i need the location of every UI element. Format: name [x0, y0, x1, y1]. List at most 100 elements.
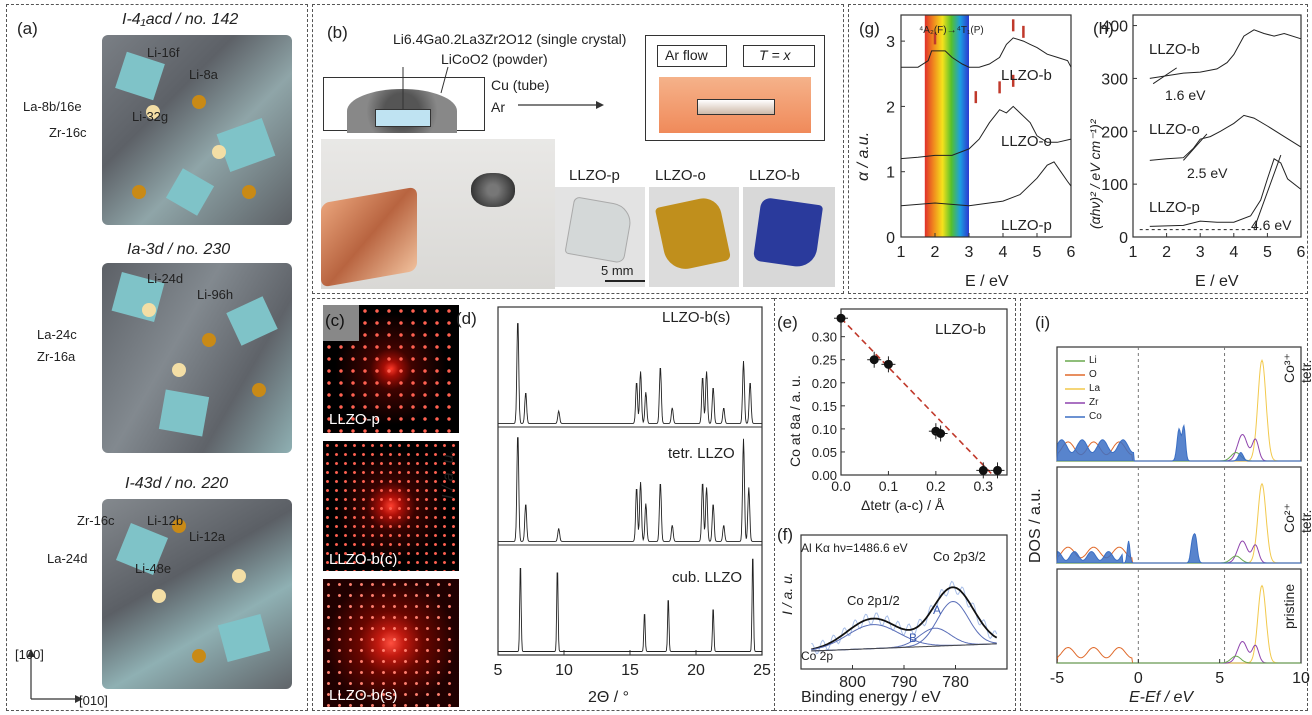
peak-label: Co 2p1/2: [847, 593, 900, 608]
xps-chart: 800 790 780: [800, 534, 1008, 691]
photo-llzo-p: [555, 187, 645, 287]
structure-2-image: [102, 263, 292, 453]
photo-llzo-b: [743, 187, 835, 287]
fit-envelope: [811, 586, 998, 651]
photo-cu-tube: [321, 139, 555, 289]
panel-a-label: (a): [17, 19, 38, 38]
xrd-chart: 5 10 15 20 25: [494, 306, 771, 679]
sample-label: LLZO-o: [655, 167, 706, 184]
fit-line: [840, 317, 994, 476]
panel-g-label: (g): [859, 19, 880, 38]
absorption-line: [900, 105, 1072, 160]
site-label: Zr-16a: [37, 349, 76, 364]
sample-label: LLZO-b: [749, 167, 800, 184]
x-tick-label: 4: [999, 244, 1008, 261]
y-tick-label: 0.05: [812, 445, 837, 460]
dos-chart: -5 0 5 10: [1050, 346, 1310, 687]
saed-llzo-bc: [323, 441, 459, 571]
panel-i-label: (i): [1035, 313, 1051, 332]
panel-c: (c) LLZO-p LLZO-b(c) LLZO-b(s): [312, 298, 462, 711]
y-tick-label: 300: [1101, 71, 1128, 88]
tangent-line: [1253, 154, 1282, 230]
xrd-series-line: [498, 323, 762, 424]
series-label: LLZO-b: [1001, 67, 1052, 84]
photo-llzo-o: [649, 187, 739, 287]
site-label: La-24c: [37, 327, 77, 342]
dos-co: [1056, 424, 1301, 462]
tauc-chart: 1 2 3 4 5 6 0 100 200 300 400: [1101, 14, 1306, 261]
y-tick-label: 0.30: [812, 330, 837, 345]
y-tick-label: 400: [1101, 19, 1128, 36]
y-tick-label: 100: [1101, 177, 1128, 194]
dos-zr: [1057, 640, 1301, 664]
tangent-line: [1183, 133, 1208, 161]
site-label: Li-8a: [189, 67, 218, 82]
saed-label: LLZO-b(s): [329, 687, 398, 704]
sample-label: LLZO-p: [569, 167, 620, 184]
furnace-sample: [697, 99, 775, 115]
dos-li: [1057, 655, 1301, 664]
site-label: Li-48e: [135, 561, 172, 576]
x-tick-label: 10: [1292, 670, 1310, 687]
crystal-block: [375, 109, 431, 127]
gap-label: 1.6 eV: [1165, 87, 1206, 103]
data-point: [869, 355, 879, 365]
site-label: La-24d: [47, 551, 88, 566]
x-tick-label: 0.1: [879, 478, 899, 494]
x-axis-label: Binding energy / eV: [801, 689, 941, 706]
scale-bar-label: 5 mm: [601, 263, 634, 278]
y-axis-label: (αhν)² / eV cm⁻¹)²: [1087, 119, 1103, 229]
panel-i: -5 0 5 10 (i) Li O La Zr Co Co³⁺ tetr. Co²⁺…: [1020, 298, 1312, 711]
y-tick-label: 3: [886, 34, 895, 51]
data-point: [978, 465, 988, 475]
site-label: Li-24d: [147, 271, 184, 286]
y-axis-label: DOS / a.u.: [1027, 488, 1044, 563]
x-tick-label: 0: [1134, 670, 1143, 687]
plot-frame: [1056, 568, 1302, 664]
site-label: La-8b/16e: [23, 99, 82, 114]
x-tick-label: 25: [753, 662, 771, 679]
x-axis-label: Δtetr (a-c) / Å: [861, 497, 945, 513]
site-label: Zr-16c: [77, 513, 115, 528]
y-tick-label: 0.20: [812, 376, 837, 391]
gas-label: Ar: [491, 99, 505, 115]
plot-frame: [1056, 466, 1302, 564]
x-tick-label: 780: [942, 674, 969, 691]
panel-b-label: (b): [327, 23, 348, 42]
panel-a: (a) I-4₁acd / no. 142 Li-16f Li-8a La-8b…: [6, 4, 308, 711]
legend-entry: O: [1089, 369, 1097, 380]
series-label: LLZO-p: [1149, 199, 1200, 216]
y-tick-label: 0: [1119, 230, 1128, 247]
x-tick-label: 6: [1067, 244, 1076, 261]
x-tick-label: 1: [897, 244, 906, 261]
series-label: LLZO-p: [1001, 217, 1052, 234]
furnace-flow-box: [657, 45, 727, 67]
powder-label: LiCoO2 (powder): [441, 51, 548, 67]
structure-1-title: I-4₁acd / no. 142: [122, 11, 239, 28]
x-tick-label: 5: [494, 662, 503, 679]
gap-label: 4.6 eV: [1251, 217, 1292, 233]
corner-label: Co 2p: [801, 649, 834, 663]
xps-annotation: Al Kα hν=1486.6 eV: [801, 541, 908, 555]
saed-llzo-bs: [323, 579, 459, 707]
dos-o: [1056, 646, 1301, 664]
subpanel-label: Co³⁺ tetr.: [1281, 353, 1312, 383]
x-tick-label: 3: [965, 244, 974, 261]
tangent-line: [1152, 67, 1177, 85]
xrd-series-line: [498, 558, 762, 652]
y-axis-label: I / a. u.: [440, 450, 457, 499]
gap-label: 2.5 eV: [1187, 165, 1228, 181]
data-point: [993, 465, 1003, 475]
panel-d-label: (d): [456, 309, 477, 328]
plot-frame: [900, 14, 1072, 238]
furnace-temp-box: [743, 45, 815, 67]
site-label: Li-96h: [197, 287, 234, 302]
panel-b: (b) Li6.4Ga0.2La3Zr2O12 (single crystal)…: [312, 4, 844, 294]
furnace-flow-label: Ar flow: [665, 47, 708, 63]
legend-entry: Li: [1089, 355, 1097, 366]
y-tick-label: 0.15: [812, 399, 837, 414]
scatter-chart: 0.0 0.1 0.2 0.3 0.00 0.05 0.10 0.15 0.20 0.25 0.30: [812, 308, 1008, 494]
structure-3-title: I-43d / no. 220: [125, 475, 229, 492]
